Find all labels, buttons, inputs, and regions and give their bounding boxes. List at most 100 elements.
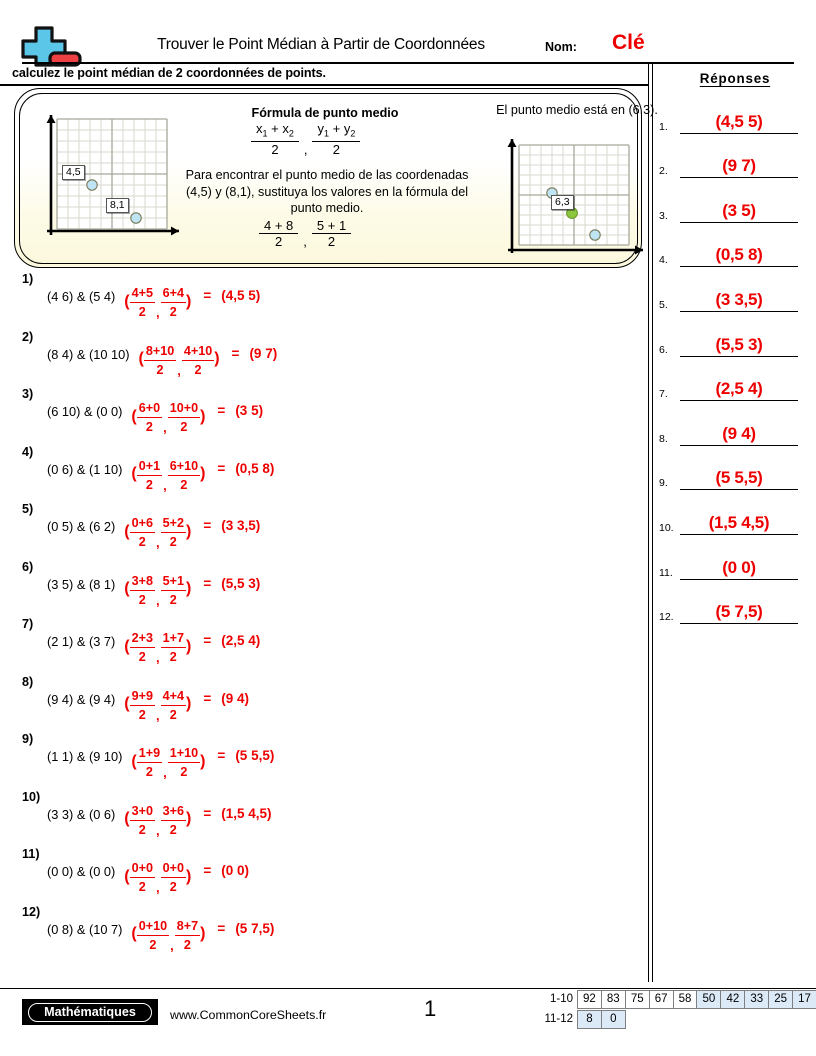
problem-list: 1) (4 6) & (5 4) ( 4+5 2 , 6+4 2 (0, 272, 648, 962)
answers-title: Réponses (699, 71, 771, 86)
example-explanation: Para encontrar el punto medio de las coo… (185, 168, 469, 215)
work-y-denominator: 2 (180, 420, 188, 434)
work-y-fraction: 8+7 2 (174, 917, 201, 954)
answer-index: 10. (659, 521, 674, 534)
work-x-numerator: 0+6 (131, 516, 153, 530)
problem-number: 8) (22, 674, 34, 689)
problem-number: 1) (22, 272, 34, 286)
answer-value: (2,5 4) (715, 379, 763, 399)
close-paren: ) (200, 465, 206, 482)
answer-blank-line (680, 623, 798, 625)
answers-list: 1. (4,5 5) 2. (9 7) 3. (3 5) 4. (0,5 8) … (654, 96, 816, 631)
work-y-numerator: 6+4 (162, 286, 184, 300)
problem-answer: (2,5 4) (221, 633, 261, 648)
open-paren: ( (124, 580, 130, 597)
work-y-denominator: 2 (169, 650, 177, 664)
work-y-fraction: 5+2 2 (160, 514, 186, 551)
problem-number: 11) (22, 847, 40, 861)
plus-minus-logo-icon (14, 22, 84, 72)
answer-index: 2. (659, 165, 668, 178)
work-y-fraction: 6+10 2 (167, 457, 201, 494)
problem-coordinates: (0 0) & (0 0) (47, 864, 116, 879)
problem-coordinates: (9 4) & (9 4) (47, 691, 116, 707)
answer-row[interactable]: 6. (5,5 3) (654, 319, 816, 364)
formula-y-fraction: y1 + y2 2 (312, 122, 361, 158)
example-result-caption: El punto medio está en (6,3). (496, 103, 658, 117)
equals-sign: = (217, 403, 226, 418)
close-paren: ) (185, 637, 192, 655)
work-x-denominator: 2 (138, 707, 146, 722)
open-paren: ( (124, 637, 130, 655)
problem-row: 5) (0 5) & (6 2) ( 0+6 2 , 5+2 2 (0, 502, 648, 560)
grading-scale-cell: 58 (672, 990, 698, 1009)
problem-row: 9) (1 1) & (9 10) ( 1+9 2 , 1+10 2 (0, 732, 648, 790)
answer-row[interactable]: 2. (9 7) (654, 141, 816, 186)
formula-x-denominator: 2 (271, 141, 279, 157)
problem-answer: (1,5 4,5) (221, 805, 272, 821)
work-y-denominator: 2 (169, 305, 177, 319)
problem-row: 4) (0 6) & (1 10) ( 0+1 2 , 6+10 2 (0, 445, 648, 503)
answer-value: (5,5 3) (715, 334, 763, 354)
work-comma: , (163, 477, 167, 493)
name-label: Nom: (545, 40, 577, 54)
answer-row[interactable]: 12. (5 7,5) (654, 587, 816, 632)
work-y-numerator: 5+2 (162, 516, 184, 530)
problem-answer: (9 7) (249, 345, 278, 361)
answer-row[interactable]: 7. (2,5 4) (654, 364, 816, 409)
work-comma: , (155, 880, 160, 895)
close-paren: ) (200, 752, 206, 770)
work-y-fraction: 3+6 2 (160, 802, 186, 839)
close-paren: ) (185, 580, 192, 597)
work-y-denominator: 2 (183, 937, 191, 952)
problem-number: 2) (22, 329, 34, 344)
header-divider (22, 62, 794, 64)
problem-row: 6) (3 5) & (8 1) ( 3+8 2 , 5+1 2 (0, 560, 648, 618)
answer-row[interactable]: 10. (1,5 4,5) (654, 497, 816, 542)
open-paren: ( (131, 407, 137, 425)
answer-blank-line (680, 355, 798, 357)
work-y-numerator: 3+6 (162, 803, 184, 818)
work-comma: , (163, 765, 167, 780)
grading-scale-cell: 75 (624, 990, 650, 1009)
work-comma: , (155, 707, 160, 723)
problem-work: ( 1+9 2 , 1+10 2 ) (131, 744, 205, 781)
answer-blank-line (680, 177, 798, 179)
open-paren: ( (131, 752, 137, 770)
page-number: 1 (424, 996, 437, 1021)
work-comma: , (177, 362, 181, 378)
grading-scale-cell: 33 (744, 990, 770, 1009)
midpoint-formula: x1 + x2 2 , y1 + y2 2 (251, 122, 361, 158)
work-comma: , (155, 305, 160, 320)
problem-work: ( 3+0 2 , 3+6 2 ) (124, 802, 191, 839)
answer-blank-line (680, 310, 798, 312)
answer-row[interactable]: 3. (3 5) (654, 185, 816, 230)
work-x-fraction: 9+9 2 (129, 687, 155, 724)
answer-row[interactable]: 8. (9 4) (654, 408, 816, 453)
grading-scale-cell: 50 (696, 990, 722, 1009)
work-y-numerator: 1+7 (162, 631, 184, 645)
answer-row[interactable]: 9. (5 5,5) (654, 453, 816, 498)
problem-row: 11) (0 0) & (0 0) ( 0+0 2 , 0+0 2 (0, 847, 648, 905)
instruction-text: calculez le point médian de 2 coordonnée… (12, 66, 326, 80)
problem-work: ( 0+0 2 , 0+0 2 ) (124, 859, 191, 896)
answer-row[interactable]: 11. (0 0) (654, 542, 816, 587)
answer-row[interactable]: 1. (4,5 5) (654, 96, 816, 141)
answer-row[interactable]: 4. (0,5 8) (654, 230, 816, 275)
answer-row[interactable]: 5. (3 3,5) (654, 274, 816, 319)
open-paren: ( (124, 292, 130, 310)
work-x-numerator: 9+9 (131, 688, 153, 703)
work-comma: , (155, 592, 160, 608)
work-comma: , (155, 535, 160, 550)
grading-scale-cell: 8 (576, 1010, 602, 1029)
close-paren: ) (214, 350, 220, 367)
open-paren: ( (124, 867, 130, 885)
point-label: 6,3 (551, 195, 574, 210)
substitution-y-denominator: 2 (327, 234, 336, 249)
work-x-fraction: 6+0 2 (136, 399, 163, 436)
work-y-fraction: 5+1 2 (160, 572, 186, 609)
formula-y-denominator: 2 (332, 141, 341, 157)
equals-sign: = (217, 748, 226, 763)
work-x-numerator: 1+9 (138, 746, 161, 760)
work-x-denominator: 2 (145, 765, 153, 779)
